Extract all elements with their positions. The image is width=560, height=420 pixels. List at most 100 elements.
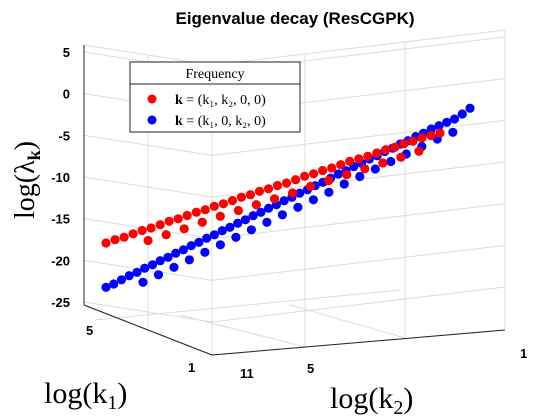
point-red [264, 184, 273, 193]
point-red [408, 137, 417, 146]
point-red [162, 230, 171, 239]
point-blue [179, 245, 188, 254]
z-tick-label: 5 [63, 45, 70, 60]
point-red [165, 217, 174, 226]
point-red [270, 194, 279, 203]
legend-entry-red: k = (k₁, k₂, 0, 0) [175, 93, 266, 108]
svg-text:log(λk): log(λk) [10, 141, 44, 219]
z-tick-labels: 5 0 -5 -10 -15 -20 -25 [51, 45, 70, 310]
point-red [291, 175, 300, 184]
point-blue [185, 255, 194, 264]
point-red [327, 163, 336, 172]
point-red [101, 238, 110, 247]
point-blue [448, 128, 457, 137]
point-red [201, 205, 210, 214]
point-red [360, 164, 369, 173]
point-blue [355, 172, 364, 181]
point-red [110, 235, 119, 244]
point-red [414, 147, 423, 156]
point-red [396, 153, 405, 162]
point-red [228, 196, 237, 205]
point-red [324, 176, 333, 185]
legend: Frequency k = (k₁, k₂, 0, 0) k = (k₁, 0,… [130, 62, 300, 132]
point-red [345, 157, 354, 166]
point-blue [109, 279, 118, 288]
point-red [174, 214, 183, 223]
point-red [318, 166, 327, 175]
point-red [120, 233, 129, 242]
point-red [246, 190, 255, 199]
point-red [180, 224, 189, 233]
point-red [372, 148, 381, 157]
point-red [336, 160, 345, 169]
point-red [354, 154, 363, 163]
point-blue [340, 179, 349, 188]
point-red [198, 218, 207, 227]
point-red [252, 200, 261, 209]
legend-title: Frequency [185, 67, 244, 82]
point-red [288, 188, 297, 197]
point-blue [169, 263, 178, 272]
point-blue [225, 223, 234, 232]
point-red [342, 170, 351, 179]
chart-title: Eigenvalue decay (ResCGPK) [175, 9, 414, 28]
point-blue [293, 203, 302, 212]
point-blue [231, 233, 240, 242]
point-blue [386, 157, 395, 166]
point-red [183, 211, 192, 220]
point-blue [278, 210, 287, 219]
z-axis-label: log(λk) [10, 141, 44, 219]
point-red [417, 133, 426, 142]
point-red [378, 158, 387, 167]
point-blue [309, 195, 318, 204]
y-tick-label-5: 5 [86, 323, 93, 338]
point-blue [262, 218, 271, 227]
z-tick-label: 0 [63, 87, 70, 102]
y-axis-label: log(k1) [44, 377, 127, 414]
point-red [309, 169, 318, 178]
point-red [426, 131, 435, 140]
point-blue [138, 278, 147, 287]
point-blue [194, 238, 203, 247]
point-blue [200, 248, 209, 257]
y-tick-label-1: 1 [188, 360, 195, 375]
x-tick-label-11: 11 [240, 366, 254, 381]
legend-entry-blue: k = (k₁, 0, k₂, 0) [175, 114, 266, 129]
point-blue [154, 270, 163, 279]
point-red [138, 226, 147, 235]
legend-marker-blue [148, 116, 157, 125]
z-tick-label: -20 [51, 253, 70, 268]
point-red [282, 178, 291, 187]
point-red [216, 212, 225, 221]
point-red [399, 139, 408, 148]
point-red [435, 128, 444, 137]
z-tick-label: -10 [51, 170, 70, 185]
point-blue [458, 109, 467, 118]
point-blue [450, 114, 459, 123]
point-red [255, 187, 264, 196]
point-blue [371, 164, 380, 173]
point-red [306, 182, 315, 191]
z-tick-label: -25 [51, 295, 70, 310]
point-blue [465, 104, 474, 113]
legend-marker-red [148, 95, 157, 104]
point-red [129, 229, 138, 238]
point-red [192, 208, 201, 217]
point-blue [216, 240, 225, 249]
point-blue [247, 225, 256, 234]
point-red [237, 193, 246, 202]
z-tick-label: -15 [51, 212, 70, 227]
point-red [381, 145, 390, 154]
point-blue [210, 230, 219, 239]
z-tick-label: -5 [58, 128, 70, 143]
point-red [210, 202, 219, 211]
point-blue [324, 188, 333, 197]
x-axis-label: log(k2) [330, 382, 413, 419]
point-red [234, 206, 243, 215]
point-red [156, 220, 165, 229]
point-red [390, 143, 399, 152]
point-red [219, 199, 228, 208]
point-red [273, 181, 282, 190]
point-red [147, 223, 156, 232]
